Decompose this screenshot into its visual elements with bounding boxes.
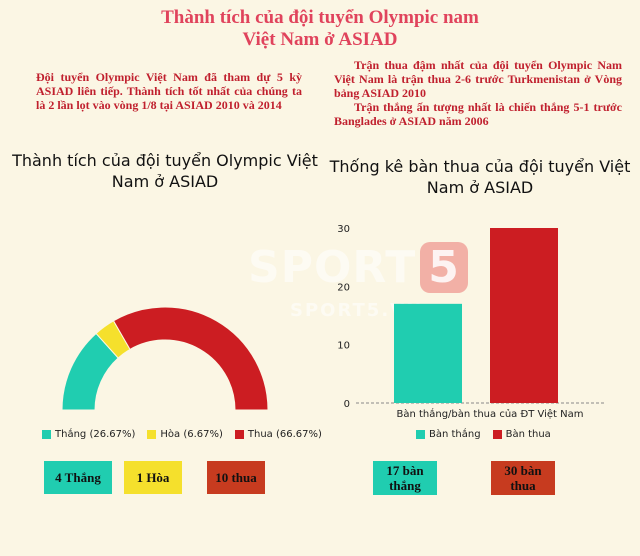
legend-swatch-draw [147, 430, 157, 439]
y-tick-label: 30 [337, 224, 350, 235]
losses-box: 10 thua [207, 461, 265, 494]
watermark-subtext: SPORT5.VN [290, 300, 424, 321]
pie-chart-title: Thành tích của đội tuyển Olympic Việt Na… [12, 151, 318, 191]
legend-item-goals-for: Bàn thắng [416, 429, 481, 440]
y-tick-label: 20 [337, 282, 350, 293]
bar-chart-title: Thống kê bàn thua của đội tuyển Việt Nam… [329, 157, 631, 197]
legend-item-loss: Thua (66.67%) [234, 429, 322, 440]
x-axis-label: Bàn thắng/bàn thua của ĐT Việt Nam [396, 407, 583, 420]
page-title: Thành tích của đội tuyển Olympic nam Việ… [0, 7, 640, 51]
title-line-1: Thành tích của đội tuyển Olympic nam [161, 7, 479, 28]
legend-label-goals-against: Bàn thua [505, 429, 551, 440]
half-donut-chart [61, 306, 269, 411]
y-tick-label: 0 [344, 399, 350, 410]
watermark-text: SPORT [248, 242, 417, 293]
y-tick-label: 10 [337, 341, 350, 352]
legend-label-draw: Hòa (6.67%) [160, 429, 223, 440]
legend-label-goals-for: Bàn thắng [429, 429, 481, 440]
wins-box: 4 Thắng [44, 461, 112, 494]
legend-swatch-goals-for [416, 430, 425, 439]
legend-label-loss: Thua (66.67%) [247, 429, 322, 440]
pie-slice-Thua [112, 306, 269, 411]
pie-legend: Thắng (26.67%) Hòa (6.67%) Thua (66.67%) [42, 429, 334, 440]
goals-for-line1: 17 bàn [386, 463, 424, 478]
legend-swatch-loss [234, 430, 244, 439]
legend-swatch-win [42, 430, 51, 439]
legend-label-win: Thắng (26.67%) [55, 429, 136, 440]
note-right-p1: Trận thua đậm nhất của đội tuyển Olympic… [334, 58, 622, 100]
title-line-2: Việt Nam ở ASIAD [242, 29, 398, 50]
legend-swatch-goals-against [492, 430, 502, 439]
goals-for-line2: thắng [389, 478, 421, 493]
bar-chart: 0 10 20 30 Bàn thắng/bàn thua của ĐT Việt Na… [337, 224, 606, 420]
bar-Bàn thua [490, 228, 558, 403]
note-right-p2: Trận thắng ấn tượng nhất là chiến thắng … [334, 100, 622, 128]
note-right: Trận thua đậm nhất của đội tuyển Olympic… [334, 58, 622, 128]
goals-against-line1: 30 bàn [504, 463, 542, 478]
note-left: Đội tuyển Olympic Việt Nam đã tham dự 5 … [36, 70, 302, 112]
legend-item-draw: Hòa (6.67%) [147, 429, 223, 440]
legend-item-win: Thắng (26.67%) [42, 429, 135, 440]
watermark-logo: SPORT 5 [248, 242, 468, 293]
legend-item-goals-against: Bàn thua [492, 429, 551, 440]
bar-legend: Bàn thắng Bàn thua [416, 429, 563, 440]
draws-box: 1 Hòa [124, 461, 182, 494]
goals-against-line2: thua [510, 478, 536, 493]
goals-for-box: 17 bàn thắng [373, 461, 437, 495]
watermark-number: 5 [420, 242, 468, 293]
goals-against-box: 30 bàn thua [491, 461, 555, 495]
bar-Bàn thắng [394, 303, 462, 403]
